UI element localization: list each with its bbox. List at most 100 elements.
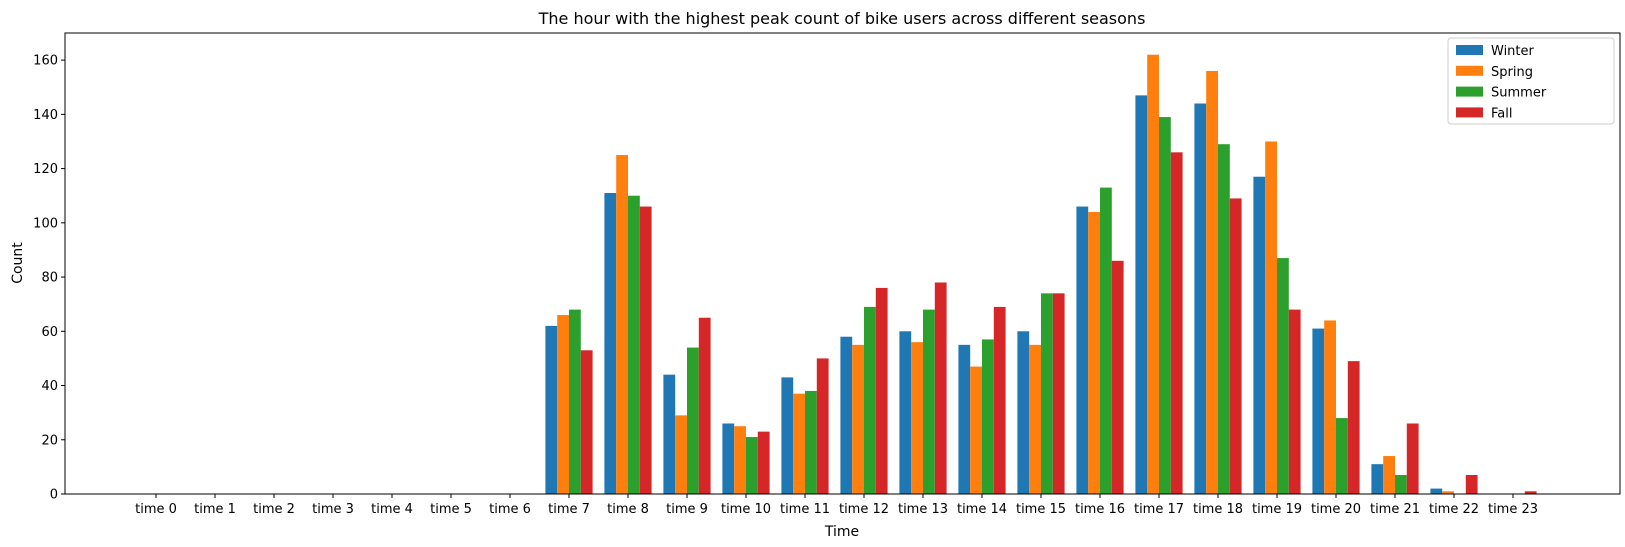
x-tick-label: time 16 [1075, 502, 1125, 517]
x-tick-label: time 21 [1370, 502, 1420, 517]
legend-swatch-spring [1456, 65, 1483, 76]
x-axis-label: Time [824, 524, 859, 540]
bar-fall-14 [993, 306, 1006, 494]
legend-label-spring: Spring [1491, 65, 1533, 80]
bar-fall-17 [1170, 152, 1183, 494]
plot-frame [64, 32, 1621, 495]
bar-summer-17 [1159, 117, 1171, 494]
legend-swatch-winter [1456, 45, 1483, 55]
x-tick-label: time 6 [489, 502, 531, 517]
x-tick-label: time 8 [607, 502, 649, 517]
bar-winter-9 [663, 374, 676, 494]
legend-label-winter: Winter [1491, 44, 1535, 59]
series-fall [580, 152, 1537, 495]
bar-winter-10 [722, 423, 735, 494]
bar-summer-10 [746, 437, 758, 494]
bar-fall-8 [639, 206, 652, 495]
legend: Winter Spring Summer Fall [1447, 37, 1615, 125]
bar-spring-14 [970, 366, 982, 494]
y-tick-label: 0 [50, 488, 58, 503]
bar-fall-22 [1465, 475, 1478, 494]
x-tick-label: time 3 [312, 502, 354, 517]
bar-summer-20 [1336, 418, 1348, 494]
bar-spring-10 [734, 426, 746, 494]
y-tick-label: 140 [33, 108, 58, 123]
bar-winter-13 [899, 331, 912, 494]
bar-fall-9 [698, 317, 711, 494]
legend-label-summer: Summer [1491, 86, 1547, 101]
x-tick-label: time 18 [1193, 502, 1243, 517]
y-tick-label: 80 [41, 271, 58, 286]
bar-spring-11 [793, 393, 805, 494]
x-tick-label: time 9 [666, 502, 708, 517]
bar-fall-23 [1524, 491, 1537, 494]
bar-summer-7 [569, 309, 581, 494]
bar-summer-8 [628, 195, 640, 494]
x-tick-label: time 1 [194, 502, 236, 517]
bar-fall-10 [757, 431, 770, 494]
bar-winter-11 [781, 377, 794, 494]
bar-summer-19 [1277, 258, 1289, 494]
bar-spring-17 [1147, 54, 1159, 494]
bar-summer-11 [805, 390, 817, 494]
x-tick-label: time 5 [430, 502, 472, 517]
bar-spring-8 [616, 155, 628, 494]
bar-fall-13 [934, 282, 947, 494]
y-tick-label: 40 [41, 379, 58, 394]
bar-summer-14 [982, 339, 994, 494]
bar-spring-15 [1029, 344, 1041, 494]
chart-title: The hour with the highest peak count of … [538, 9, 1146, 28]
bar-winter-12 [840, 336, 853, 494]
bar-winter-14 [958, 344, 971, 494]
x-tick-label: time 23 [1488, 502, 1538, 517]
x-tick-label: time 4 [371, 502, 413, 517]
x-tick-label: time 13 [898, 502, 948, 517]
bar-spring-13 [911, 342, 923, 494]
bar-summer-9 [687, 347, 699, 494]
x-tick-label: time 11 [780, 502, 830, 517]
bar-fall-18 [1229, 198, 1242, 495]
plot-area: time 0 time 1 time 2 time 3 time 4 time 5 time… [33, 54, 1538, 517]
bar-fall-16 [1111, 260, 1124, 494]
x-tick-label: time 15 [1016, 502, 1066, 517]
bar-fall-15 [1052, 293, 1065, 494]
bar-winter-20 [1312, 328, 1325, 494]
series-winter [545, 95, 1443, 495]
x-tick-label: time 0 [135, 502, 177, 517]
y-tick-label: 120 [33, 162, 58, 177]
bar-fall-7 [580, 350, 593, 494]
bar-winter-15 [1017, 331, 1030, 494]
series-spring [557, 54, 1454, 495]
bar-winter-21 [1371, 464, 1384, 494]
x-tick-label: time 17 [1134, 502, 1184, 517]
x-tick-label: time 12 [839, 502, 889, 517]
bar-summer-15 [1041, 293, 1053, 494]
bar-summer-16 [1100, 187, 1112, 494]
bar-winter-16 [1076, 206, 1089, 495]
x-tick-label: time 20 [1311, 502, 1361, 517]
x-tick-label: time 14 [957, 502, 1007, 517]
y-tick-label: 60 [41, 325, 58, 340]
bar-winter-22 [1430, 488, 1443, 494]
x-tick-label: time 22 [1429, 502, 1479, 517]
bar-spring-20 [1324, 320, 1336, 494]
x-tick-label: time 2 [253, 502, 295, 517]
bar-spring-9 [675, 415, 687, 494]
bar-fall-12 [875, 287, 888, 494]
x-tick-label: time 19 [1252, 502, 1302, 517]
y-tick-label: 160 [33, 54, 58, 69]
bar-winter-18 [1194, 103, 1207, 494]
bar-summer-12 [864, 306, 876, 494]
bar-spring-21 [1383, 456, 1395, 494]
bar-summer-18 [1218, 144, 1230, 494]
legend-box [1447, 37, 1615, 125]
bar-fall-21 [1406, 423, 1419, 494]
bar-summer-21 [1395, 475, 1407, 494]
bar-winter-8 [604, 192, 617, 495]
bar-spring-7 [557, 315, 569, 494]
bar-spring-16 [1088, 211, 1100, 495]
bar-fall-11 [816, 358, 829, 494]
bar-spring-19 [1265, 141, 1277, 494]
bar-spring-12 [852, 344, 864, 494]
